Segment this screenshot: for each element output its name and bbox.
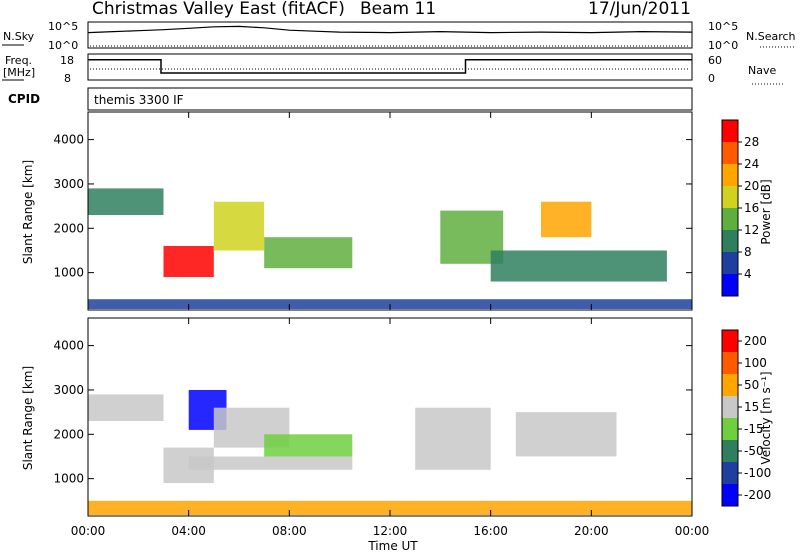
velocity-range-axis-label: Slant Range [km] — [21, 366, 35, 470]
vel-regions-region-6 — [415, 407, 491, 470]
vel-regions-region-8 — [88, 500, 692, 515]
vel-regions-region-4 — [264, 434, 353, 457]
figure-title: Christmas Valley East (fitACF) — [92, 0, 345, 19]
time-axis-label: Time UT — [367, 539, 418, 553]
time-tick-label-6: 00:00 — [675, 524, 710, 538]
power-colorbar: 4 8 12 16 20 24 28 — [721, 119, 759, 297]
power-regions-region-3 — [264, 237, 353, 269]
power-cbar-label-4: 20 — [744, 179, 759, 193]
vel-cbar-swatch-5 — [722, 374, 738, 396]
vel-cbar-label-0: 200 — [744, 334, 767, 348]
freq-axis-top: 18 — [60, 54, 74, 67]
freq-panel-frame — [87, 53, 693, 81]
power-cbar-label-3: 16 — [744, 201, 759, 215]
vel-cbar-swatch-0 — [722, 484, 738, 506]
vel-cbar-label-1: 100 — [744, 356, 767, 370]
nave-label: Nave — [748, 64, 776, 77]
power-regions-region-5 — [541, 201, 592, 238]
nsky-label: N.Sky — [3, 30, 35, 43]
power-cbar-label-6: 28 — [744, 135, 759, 149]
velocity-colorbar: 200 100 50 15 -15 -50 -100 -200 — [721, 329, 771, 507]
power-range-axis-label: Slant Range [km] — [21, 160, 35, 264]
time-tick-label-0: 00:00 — [71, 524, 106, 538]
freq-axis-bottom: 8 — [64, 72, 71, 85]
vel-cbar-swatch-4 — [722, 396, 738, 418]
power-yticks-label-3: 4000 — [53, 133, 84, 147]
power-cbar-label-5: 24 — [744, 157, 759, 171]
nsearch-axis-top: 10^5 — [708, 20, 738, 33]
cpid-value: themis 3300 IF — [94, 93, 184, 107]
power-cbar-label-0: 4 — [744, 267, 752, 281]
power-cbar-swatch-2 — [722, 230, 738, 252]
power-regions-region-2 — [213, 201, 265, 251]
time-tick-label-4: 16:00 — [473, 524, 508, 538]
time-tick-label-3: 12:00 — [373, 524, 408, 538]
nsearch-axis-bottom: 10^0 — [708, 39, 738, 52]
nsky-panel-frame — [87, 21, 693, 49]
time-tick-label-1: 04:00 — [171, 524, 206, 538]
power-yticks-label-0: 1000 — [53, 266, 84, 280]
time-tick-label-5: 20:00 — [574, 524, 609, 538]
power-colorbar-label: Power [dB] — [759, 179, 773, 244]
vel-cbar-swatch-3 — [722, 418, 738, 440]
power-cbar-swatch-0 — [722, 274, 738, 296]
power-yticks-label-1: 2000 — [53, 221, 84, 235]
vel-yticks-label-0: 1000 — [53, 472, 84, 486]
vel-yticks-label-2: 3000 — [53, 383, 84, 397]
vel-cbar-swatch-2 — [722, 440, 738, 462]
vel-cbar-label-6: -100 — [744, 466, 771, 480]
velocity-colorbar-label: Velocity [m s⁻¹] — [759, 371, 773, 464]
vel-regions-region-7 — [515, 412, 617, 457]
vel-cbar-label-5: -50 — [744, 444, 764, 458]
vel-cbar-label-2: 50 — [744, 378, 759, 392]
power-range-ticks: 1000 2000 3000 4000 — [53, 133, 692, 280]
vel-yticks-label-3: 4000 — [53, 339, 84, 353]
nsearch-label: N.Search — [746, 30, 796, 43]
vel-regions-region-5 — [188, 456, 353, 470]
nsky-series-line — [87, 25, 693, 34]
vel-yticks-label-1: 2000 — [53, 427, 84, 441]
power-cbar-label-2: 12 — [744, 223, 759, 237]
beam-label: Beam 11 — [360, 0, 436, 19]
power-cbar-swatch-6 — [722, 142, 738, 164]
power-cbar-label-1: 8 — [744, 245, 752, 259]
date-label: 17/Jun/2011 — [588, 0, 691, 19]
nsky-axis-bottom: 10^0 — [48, 39, 78, 52]
cpid-panel-frame — [87, 87, 693, 111]
vel-cbar-swatch-7 — [722, 330, 738, 352]
velocity-heatmap — [88, 390, 692, 515]
nave-axis-top: 60 — [708, 54, 722, 67]
vel-cbar-label-7: -200 — [744, 488, 771, 502]
power-yticks-label-2: 3000 — [53, 177, 84, 191]
power-cbar-swatch-5 — [722, 164, 738, 186]
power-heatmap — [88, 188, 692, 309]
freq-unit-label: [MHz] — [3, 66, 35, 79]
freq-series-line — [88, 59, 692, 74]
time-axis-ticks: 00:00 04:00 08:00 12:00 16:00 20:00 00:00 — [71, 112, 710, 538]
vel-regions-region-0 — [88, 394, 164, 421]
nave-axis-bottom: 0 — [708, 72, 715, 85]
power-regions-region-0 — [88, 188, 164, 215]
power-cbar-swatch-7 — [722, 120, 738, 142]
freq-label: Freq. — [5, 54, 32, 67]
power-cbar-swatch-3 — [722, 208, 738, 230]
power-regions-region-6 — [490, 250, 667, 282]
power-cbar-swatch-4 — [722, 186, 738, 208]
vel-cbar-label-4: -15 — [744, 422, 764, 436]
vel-cbar-swatch-6 — [722, 352, 738, 374]
power-cbar-swatch-1 — [722, 252, 738, 274]
nsky-axis-top: 10^5 — [48, 20, 78, 33]
vel-cbar-label-3: 15 — [744, 400, 759, 414]
velocity-range-ticks: 1000 2000 3000 4000 — [53, 339, 692, 486]
cpid-label: CPID — [8, 92, 40, 106]
time-tick-label-2: 08:00 — [272, 524, 307, 538]
vel-cbar-swatch-1 — [722, 462, 738, 484]
vel-cbar-frame — [721, 329, 739, 507]
power-regions-region-1 — [163, 246, 214, 277]
